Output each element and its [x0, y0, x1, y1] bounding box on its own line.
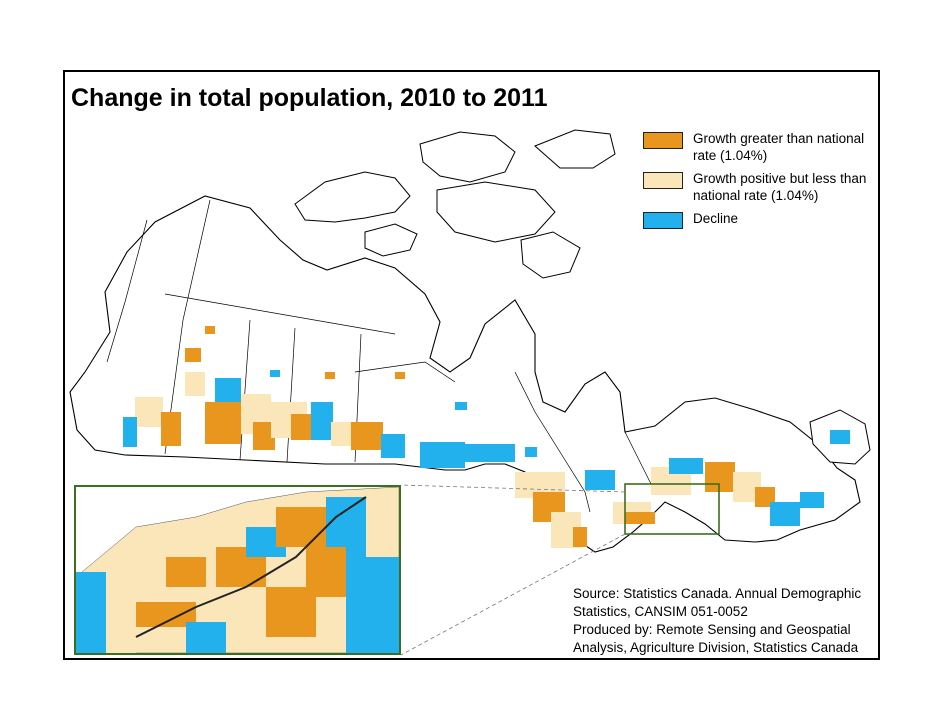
inset-map-quebec-ontario: [74, 485, 401, 655]
map-title: Change in total population, 2010 to 2011: [71, 84, 548, 112]
legend-item-growth-below: Growth positive but less than national r…: [643, 170, 878, 204]
swatch-growth-above: [643, 132, 683, 149]
legend-label: Growth positive but less than national r…: [693, 171, 867, 203]
swatch-growth-below: [643, 172, 683, 189]
mainland: [69, 195, 861, 553]
inset-locator-box: [624, 483, 720, 535]
produced-by-text: Produced by: Remote Sensing and Geospati…: [573, 622, 859, 655]
arctic-islands: [294, 129, 616, 279]
map-frame: Change in total population, 2010 to 2011…: [63, 70, 880, 660]
inset-leader-bottom: [400, 533, 626, 656]
population-change-patches: [123, 326, 850, 548]
inset-map-graphic: [76, 487, 399, 653]
source-note: Source: Statistics Canada. Annual Demogr…: [573, 585, 878, 657]
inset-leader-top: [400, 484, 626, 493]
legend-item-decline: Decline: [643, 210, 878, 229]
legend: Growth greater than national rate (1.04%…: [643, 130, 878, 235]
source-text: Source: Statistics Canada. Annual Demogr…: [573, 586, 862, 619]
legend-label: Growth greater than national rate (1.04%…: [693, 131, 865, 163]
canada-map: [69, 129, 871, 656]
legend-label: Decline: [693, 211, 739, 226]
swatch-decline: [643, 212, 683, 229]
legend-item-growth-above: Growth greater than national rate (1.04%…: [643, 130, 878, 164]
